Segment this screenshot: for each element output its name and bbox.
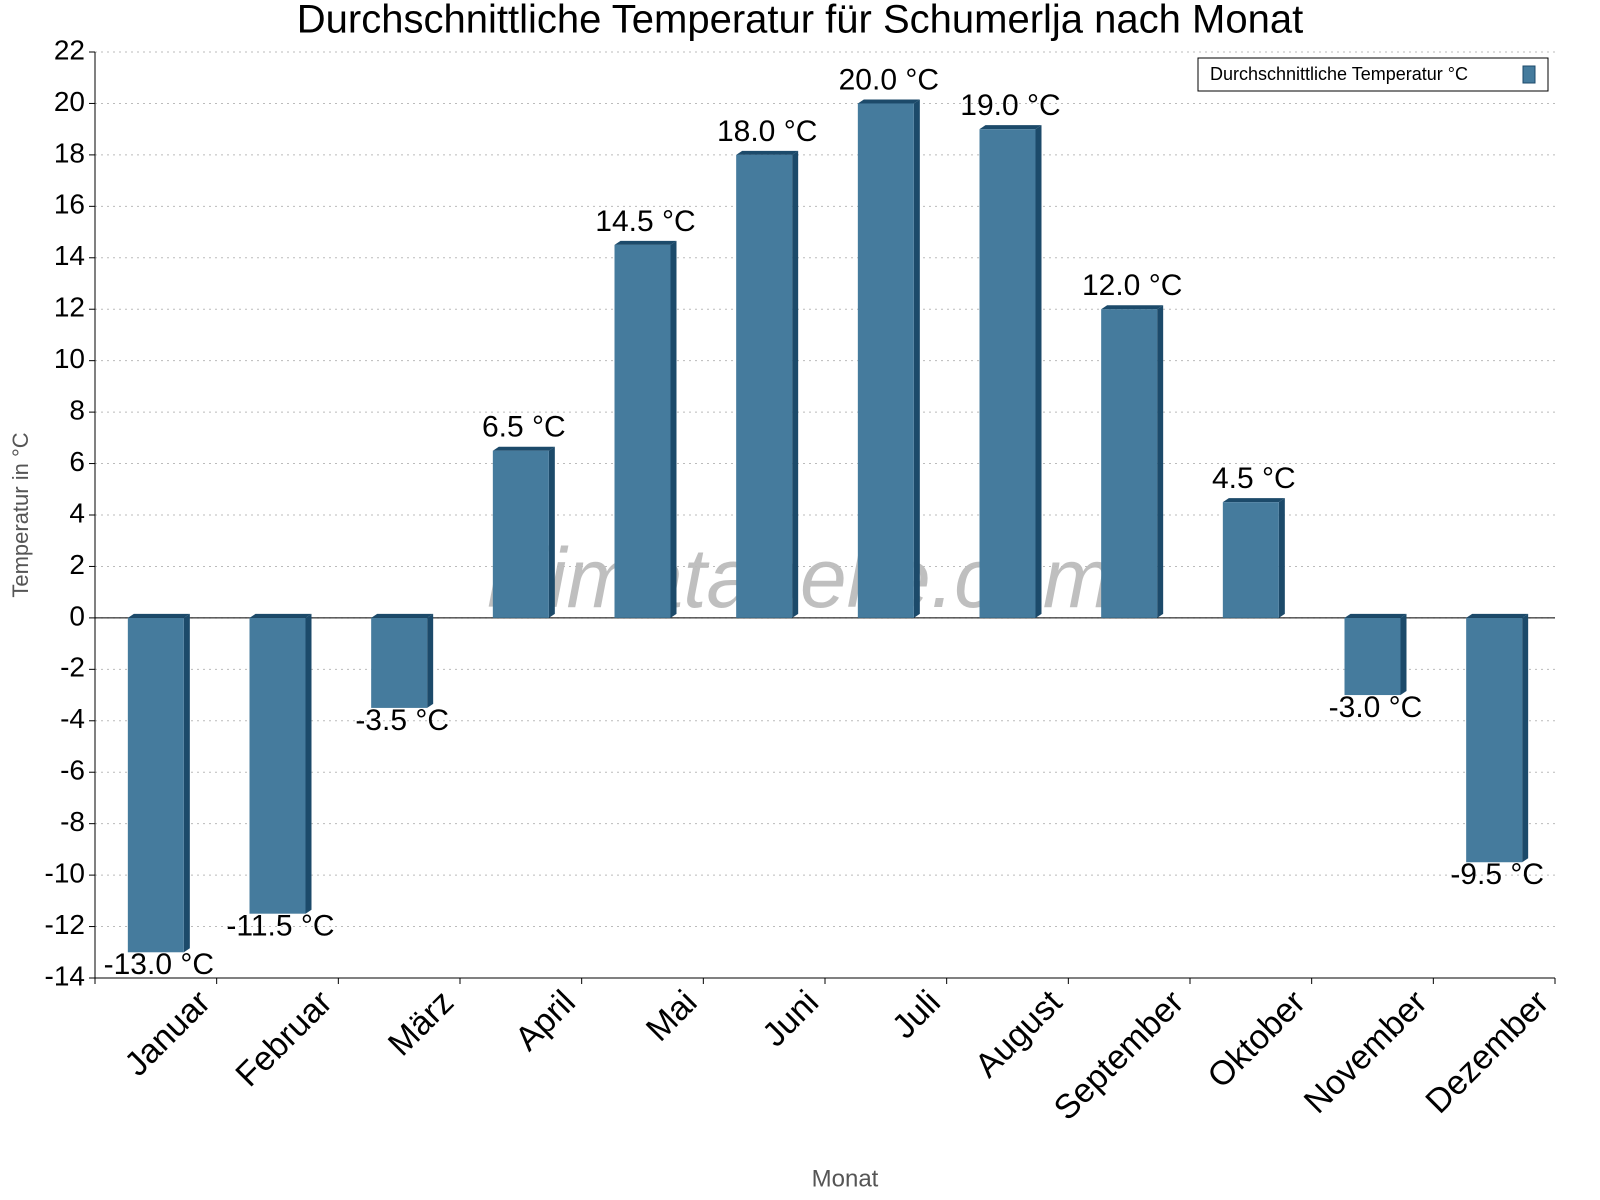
y-tick-label: 18 <box>54 137 85 168</box>
bar-top <box>614 240 677 245</box>
bar <box>127 617 184 953</box>
value-label: 20.0 °C <box>839 63 939 96</box>
x-tick-label: November <box>1297 983 1435 1121</box>
bar <box>736 154 793 618</box>
bar-top <box>1101 305 1164 310</box>
y-tick-label: -4 <box>60 703 85 734</box>
y-tick-label: 10 <box>54 343 85 374</box>
value-label: 14.5 °C <box>595 205 695 238</box>
legend-label: Durchschnittliche Temperatur °C <box>1210 64 1468 84</box>
y-tick-label: 6 <box>69 446 85 477</box>
bar-side <box>1157 305 1164 618</box>
value-label: 19.0 °C <box>960 89 1060 122</box>
y-tick-label: 4 <box>69 497 85 528</box>
y-tick-label: -6 <box>60 755 85 786</box>
y-tick-label: 12 <box>54 292 85 323</box>
y-tick-label: -8 <box>60 806 85 837</box>
bar-side <box>548 446 555 618</box>
x-tick-label: März <box>381 983 461 1063</box>
bar-side <box>670 240 677 618</box>
bar-side <box>1400 613 1407 696</box>
y-tick-label: 2 <box>69 549 85 580</box>
bar-top <box>736 150 799 155</box>
bar-side <box>1278 498 1285 618</box>
x-tick-label: Juli <box>885 983 948 1046</box>
value-label: 4.5 °C <box>1212 462 1296 495</box>
bar <box>1466 617 1523 863</box>
x-tick-label: Februar <box>228 983 339 1094</box>
bar-top <box>1222 498 1285 503</box>
bar-side <box>913 99 920 618</box>
value-label: -3.5 °C <box>355 704 449 737</box>
x-tick-label: Juni <box>755 983 826 1054</box>
value-label: -13.0 °C <box>104 948 214 981</box>
bar <box>492 450 549 618</box>
value-label: 12.0 °C <box>1082 269 1182 302</box>
x-tick-label: April <box>508 983 583 1058</box>
x-axis-title: Monat <box>812 1165 879 1192</box>
y-axis-title: Temperatur in °C <box>8 432 33 597</box>
bar <box>371 617 428 708</box>
y-tick-label: -12 <box>45 909 85 940</box>
value-label: 18.0 °C <box>717 115 817 148</box>
x-tick-label: August <box>968 983 1070 1085</box>
bar <box>1344 617 1401 696</box>
bar-top <box>371 613 434 618</box>
bar-top <box>249 613 312 618</box>
bar-side <box>305 613 312 914</box>
value-label: -11.5 °C <box>226 910 334 943</box>
bar <box>249 617 306 914</box>
bar-side <box>183 613 190 953</box>
y-tick-label: -14 <box>45 960 85 991</box>
x-tick-label: Dezember <box>1418 983 1556 1121</box>
y-tick-label: 22 <box>54 34 85 65</box>
y-tick-label: -2 <box>60 652 85 683</box>
bar <box>1222 502 1279 618</box>
y-tick-label: 0 <box>69 600 85 631</box>
y-tick-label: 14 <box>54 240 85 271</box>
value-label: 6.5 °C <box>482 411 566 444</box>
bar-top <box>979 125 1042 130</box>
bar-side <box>1522 613 1529 863</box>
y-tick-label: 8 <box>69 395 85 426</box>
bar-side <box>792 150 799 618</box>
bar-side <box>427 613 434 708</box>
value-label: -9.5 °C <box>1450 858 1544 891</box>
bar-top <box>1344 613 1407 618</box>
bar-top <box>857 99 920 104</box>
x-tick-label: September <box>1047 983 1191 1127</box>
y-tick-label: -10 <box>45 858 85 889</box>
bar <box>614 244 671 618</box>
y-tick-label: 20 <box>54 86 85 117</box>
x-tick-label: Januar <box>117 983 217 1083</box>
legend-swatch <box>1522 65 1536 84</box>
bar-top <box>492 446 555 451</box>
bar <box>1101 309 1158 618</box>
value-label: -3.0 °C <box>1329 691 1423 724</box>
bar <box>979 129 1036 618</box>
x-tick-label: Mai <box>639 983 705 1049</box>
bar <box>857 103 914 618</box>
legend-box <box>1197 57 1549 92</box>
bar-side <box>1035 125 1042 618</box>
bar-top <box>1466 613 1529 618</box>
bar-top <box>127 613 190 618</box>
y-tick-label: 16 <box>54 189 85 220</box>
chart-title: Durchschnittliche Temperatur für Schumer… <box>297 0 1303 42</box>
x-tick-label: Oktober <box>1200 983 1312 1095</box>
